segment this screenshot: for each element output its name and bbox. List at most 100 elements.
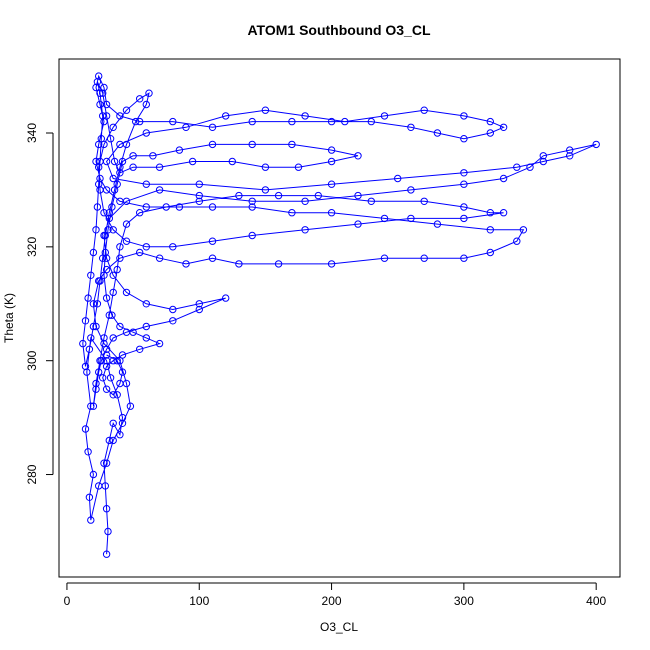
data-point xyxy=(109,436,117,445)
data-point xyxy=(106,135,115,143)
data-point xyxy=(118,413,127,422)
data-point xyxy=(81,362,90,371)
data-point xyxy=(460,169,468,177)
data-point xyxy=(248,197,256,206)
data-point xyxy=(499,209,508,217)
x-tick-label: 200 xyxy=(322,594,342,608)
data-point xyxy=(109,419,117,427)
data-point xyxy=(195,180,204,188)
data-point xyxy=(301,197,309,206)
data-point xyxy=(195,305,204,314)
data-point xyxy=(460,214,468,223)
data-point xyxy=(142,243,151,251)
data-point xyxy=(109,391,117,399)
data-point xyxy=(116,431,124,439)
data-point xyxy=(109,357,117,365)
data-point xyxy=(99,374,107,382)
data-point xyxy=(122,288,131,297)
data-point xyxy=(118,351,127,359)
data-point xyxy=(136,117,144,126)
data-point xyxy=(122,220,131,228)
data-point xyxy=(566,146,574,154)
data-point xyxy=(101,248,110,257)
data-point xyxy=(85,493,94,501)
data-point xyxy=(95,368,103,376)
data-point xyxy=(539,157,547,166)
data-point xyxy=(222,294,230,302)
data-point xyxy=(566,152,574,160)
x-tick-label: 100 xyxy=(189,594,209,608)
data-point xyxy=(195,197,204,206)
data-point xyxy=(407,186,415,194)
data-point xyxy=(105,311,114,319)
data-point xyxy=(142,129,151,137)
data-point xyxy=(235,260,243,268)
data-point xyxy=(539,152,547,160)
data-point xyxy=(118,157,127,166)
data-point xyxy=(327,117,336,126)
data-point xyxy=(460,254,468,262)
data-point xyxy=(92,379,100,388)
data-point xyxy=(195,300,204,308)
data-point xyxy=(460,203,468,211)
data-point xyxy=(100,334,108,342)
data-point xyxy=(288,140,296,149)
data-point xyxy=(105,214,114,223)
x-axis: 0 100 200 300 400 xyxy=(64,582,607,608)
x-tick-label: 400 xyxy=(586,594,606,608)
data-point xyxy=(142,180,151,188)
data-point xyxy=(486,209,494,217)
data-point xyxy=(81,317,90,325)
data-point xyxy=(433,220,442,228)
x-tick-label: 300 xyxy=(454,594,474,608)
data-point xyxy=(380,112,389,120)
data-point xyxy=(100,271,108,279)
data-point xyxy=(81,425,90,433)
data-point xyxy=(109,271,117,279)
data-point xyxy=(294,163,303,171)
data-point xyxy=(261,163,270,171)
data-point xyxy=(89,248,98,257)
data-point xyxy=(155,163,164,171)
data-point xyxy=(142,100,151,109)
x-axis-label: O3_CL xyxy=(320,620,358,634)
y-tick-label: 280 xyxy=(25,464,39,484)
data-point xyxy=(513,237,521,245)
data-point xyxy=(195,191,204,200)
data-point xyxy=(274,260,283,268)
data-point xyxy=(169,117,177,126)
data-point xyxy=(420,106,428,114)
data-point xyxy=(407,214,415,223)
data-point xyxy=(486,248,494,257)
data-point xyxy=(208,123,217,132)
data-point xyxy=(327,146,336,154)
data-point xyxy=(113,180,121,188)
data-point xyxy=(136,345,144,353)
data-point xyxy=(274,191,283,200)
data-point xyxy=(155,254,164,262)
x-tick-label: 0 xyxy=(64,594,71,608)
data-point xyxy=(100,459,108,467)
data-point xyxy=(95,180,103,188)
data-point xyxy=(248,231,256,240)
data-point xyxy=(380,254,389,262)
data-point xyxy=(142,322,151,331)
data-point xyxy=(248,203,256,211)
data-point xyxy=(486,117,494,126)
data-point xyxy=(106,374,115,382)
data-point xyxy=(109,226,117,234)
data-point xyxy=(132,117,140,126)
data-point xyxy=(235,191,243,200)
data-point xyxy=(341,117,349,126)
data-point xyxy=(182,260,190,268)
data-point xyxy=(102,345,111,353)
data-point xyxy=(327,260,336,268)
y-tick-label: 340 xyxy=(25,123,39,143)
y-tick-label: 300 xyxy=(25,350,39,370)
data-point xyxy=(327,209,336,217)
data-point xyxy=(222,112,230,120)
data-point xyxy=(92,322,100,331)
data-point xyxy=(354,191,362,200)
data-point xyxy=(142,300,151,308)
